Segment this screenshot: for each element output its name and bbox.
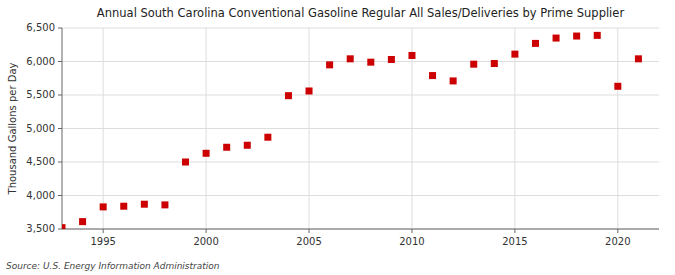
grid-line <box>62 28 659 29</box>
point <box>367 59 374 66</box>
y-tick-label: 3,500 <box>26 223 55 234</box>
y-tick <box>58 95 62 96</box>
point <box>573 33 580 40</box>
plot-area <box>62 28 659 229</box>
point <box>470 61 477 68</box>
point <box>511 51 518 58</box>
point <box>553 35 560 42</box>
y-axis-label: Thousand Gallons per Day <box>7 62 18 195</box>
grid-line <box>62 162 659 163</box>
points <box>62 32 642 229</box>
y-tick-label: 5,000 <box>26 123 55 134</box>
grid-line <box>309 28 310 229</box>
y-tick-label: 4,000 <box>26 190 55 201</box>
x-tick-label: 2015 <box>502 236 527 247</box>
grid-line <box>62 95 659 96</box>
y-tick <box>58 61 62 62</box>
point <box>100 203 107 210</box>
grid <box>62 28 659 229</box>
x-tick <box>206 229 207 233</box>
y-tick-label: 6,500 <box>26 22 55 33</box>
point <box>450 77 457 84</box>
point <box>182 159 189 166</box>
point <box>141 201 148 208</box>
point <box>347 55 354 62</box>
point <box>203 150 210 157</box>
point <box>408 52 415 59</box>
y-tick-label: 4,500 <box>26 156 55 167</box>
y-tick <box>58 229 62 230</box>
grid-line <box>62 195 659 196</box>
page: {"chart_data": { "type": "scatter", "tit… <box>0 0 675 275</box>
point <box>429 72 436 79</box>
point <box>264 134 271 141</box>
x-tick <box>309 229 310 233</box>
point <box>594 32 601 39</box>
grid-line <box>62 128 659 129</box>
chart: 3,500 4,000 4,500 5,000 5,500 6,000 6,500 1995 2… <box>0 0 675 275</box>
x-tick <box>514 229 515 233</box>
grid-line <box>62 229 659 230</box>
point <box>161 201 168 208</box>
x-tick-label: 2000 <box>193 236 218 247</box>
point <box>79 218 86 225</box>
grid-line <box>206 28 207 229</box>
x-axis-line <box>62 229 659 230</box>
y-tick <box>58 195 62 196</box>
x-tick <box>617 229 618 233</box>
source-note: Source: U.S. Energy Information Administ… <box>6 261 220 271</box>
point <box>306 87 313 94</box>
y-tick <box>58 162 62 163</box>
point <box>614 83 621 90</box>
title: Annual South Carolina Conventional Gasol… <box>97 6 625 20</box>
x-tick <box>103 229 104 233</box>
y-tick <box>58 28 62 29</box>
grid-line <box>617 28 618 229</box>
point <box>388 56 395 63</box>
grid-line <box>103 28 104 229</box>
grid-line <box>62 61 659 62</box>
x-tick-label: 2010 <box>399 236 424 247</box>
x-tick-label: 1995 <box>90 236 115 247</box>
x-tick-label: 2005 <box>296 236 321 247</box>
point <box>223 144 230 151</box>
point <box>326 61 333 68</box>
y-tick-label: 5,500 <box>26 89 55 100</box>
point <box>244 142 251 149</box>
point <box>120 203 127 210</box>
point <box>62 224 66 229</box>
x-tick <box>411 229 412 233</box>
point <box>532 40 539 47</box>
y-tick <box>58 128 62 129</box>
y-tick-label: 6,000 <box>26 56 55 67</box>
point <box>491 60 498 67</box>
grid-line <box>514 28 515 229</box>
point <box>635 55 642 62</box>
point <box>285 92 292 99</box>
x-tick-label: 2020 <box>605 236 630 247</box>
